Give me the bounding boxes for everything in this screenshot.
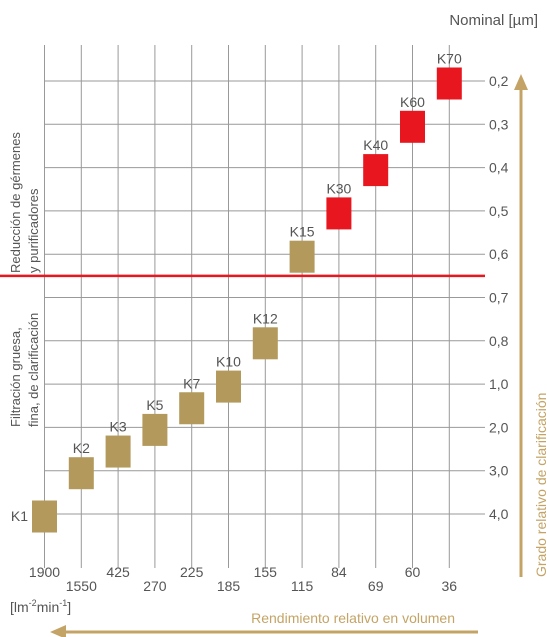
x-tick-label: 270 bbox=[143, 578, 167, 594]
y-tick-label: 0,6 bbox=[489, 246, 509, 262]
data-label-k2: K2 bbox=[73, 440, 90, 456]
data-point-k5 bbox=[142, 413, 168, 446]
tick-labels: 1900 1550 425 270 225 185 155 115 84 69 60 36 0,2 0,3… bbox=[29, 73, 509, 594]
region-label-lower-1: Filtración gruesa, bbox=[8, 327, 23, 427]
y-tick-label: 1,0 bbox=[489, 376, 509, 392]
data-point-k15 bbox=[289, 240, 315, 273]
y-tick-label: 0,8 bbox=[489, 333, 509, 349]
data-label-k60: K60 bbox=[400, 94, 425, 110]
y-tick-label: 0,3 bbox=[489, 116, 509, 132]
x-tick-label: 1900 bbox=[29, 564, 60, 580]
region-label-upper-1: Reducción de gérmenes bbox=[8, 132, 23, 273]
data-point-k70 bbox=[436, 67, 462, 100]
y-tick-label: 0,4 bbox=[489, 160, 509, 176]
data-label-k15: K15 bbox=[290, 224, 315, 240]
bottom-axis-arrow bbox=[50, 625, 478, 637]
data-label-k10: K10 bbox=[216, 354, 241, 370]
data-point-k30 bbox=[326, 197, 352, 230]
y-tick-label: 0,7 bbox=[489, 290, 509, 306]
region-label-lower-2: fina, de clarificación bbox=[26, 313, 41, 427]
x-tick-label: 84 bbox=[331, 564, 347, 580]
data-label-k7: K7 bbox=[183, 375, 200, 391]
data-label-k40: K40 bbox=[363, 137, 388, 153]
right-axis-arrow bbox=[514, 74, 528, 577]
data-point-k1 bbox=[32, 500, 57, 533]
x-tick-label: 60 bbox=[405, 564, 421, 580]
y-tick-label: 3,0 bbox=[489, 463, 509, 479]
x-tick-label: 225 bbox=[180, 564, 204, 580]
data-point-k3 bbox=[105, 435, 131, 468]
x-tick-label: 155 bbox=[254, 564, 278, 580]
data-point-k12 bbox=[252, 327, 278, 360]
x-tick-label: 115 bbox=[291, 578, 314, 594]
data-point-k10 bbox=[216, 370, 241, 403]
x-tick-label: 69 bbox=[368, 578, 384, 594]
bottom-axis-label: Rendimiento relativo en volumen bbox=[251, 610, 455, 626]
data-label-k5: K5 bbox=[146, 397, 163, 413]
data-label-k1: K1 bbox=[11, 508, 28, 524]
x-tick-label: 185 bbox=[217, 578, 241, 594]
data-label-k3: K3 bbox=[110, 419, 127, 435]
y-tick-label: 2,0 bbox=[489, 419, 509, 435]
y-tick-label: 0,2 bbox=[489, 73, 509, 89]
data-point-k40 bbox=[363, 154, 389, 187]
bottom-unit-label: [lm-2min-1] bbox=[10, 598, 71, 615]
x-tick-label: 1550 bbox=[66, 578, 97, 594]
x-tick-label: 425 bbox=[106, 564, 130, 580]
data-label-k30: K30 bbox=[326, 180, 351, 196]
x-tick-label: 36 bbox=[442, 578, 458, 594]
right-axis-label: Grado relativo de clarificación bbox=[533, 393, 547, 577]
y-tick-label: 4,0 bbox=[489, 506, 509, 522]
y-tick-label: 0,5 bbox=[489, 203, 509, 219]
data-point-k2 bbox=[68, 457, 94, 490]
data-point-k60 bbox=[400, 110, 425, 143]
data-label-k12: K12 bbox=[253, 310, 278, 326]
data-label-k70: K70 bbox=[437, 51, 462, 67]
region-label-upper-2: y purificadores bbox=[26, 188, 41, 273]
chart-marks: K1 K2 K3 K5 K7 K10 K12 K15 K30 K40 K60 K70 bbox=[0, 51, 485, 533]
data-point-k7 bbox=[179, 392, 205, 425]
unit-label: Nominal [µm] bbox=[449, 12, 538, 29]
